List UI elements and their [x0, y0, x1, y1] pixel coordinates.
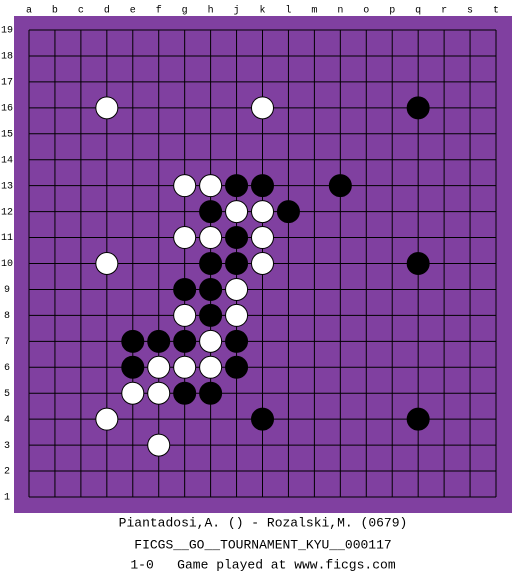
- stone: [173, 277, 197, 301]
- column-label: q: [415, 6, 421, 17]
- column-label: e: [130, 6, 136, 17]
- stone: [406, 96, 430, 120]
- stone: [251, 96, 274, 120]
- stone: [251, 200, 274, 224]
- column-label: f: [156, 5, 162, 17]
- row-label: 10: [1, 259, 13, 270]
- row-label: 14: [1, 155, 13, 166]
- column-label: j: [234, 5, 240, 17]
- stone: [95, 96, 119, 120]
- column-label: l: [285, 5, 291, 17]
- column-label: b: [52, 5, 58, 17]
- row-label: 12: [1, 207, 13, 218]
- row-label: 7: [4, 337, 10, 348]
- row-label: 4: [4, 415, 10, 426]
- stones: [95, 96, 430, 457]
- stone: [225, 277, 249, 301]
- caption-line: 1-0 Game played at www.ficgs.com: [130, 557, 395, 572]
- column-label: n: [337, 6, 343, 17]
- stone: [276, 200, 300, 224]
- stone: [406, 407, 430, 431]
- stone: [199, 277, 223, 301]
- column-label: c: [78, 6, 84, 17]
- stone: [199, 381, 223, 405]
- row-label: 13: [1, 181, 13, 192]
- stone: [95, 407, 119, 431]
- stone: [173, 329, 197, 353]
- row-label: 5: [4, 389, 10, 400]
- stone: [173, 303, 197, 327]
- row-label: 8: [4, 311, 10, 322]
- column-label: r: [441, 6, 447, 17]
- labels: a b c d e f g h j k l m n o p q r s t191817161514131211109…: [1, 5, 499, 573]
- stone: [251, 226, 274, 250]
- column-label: d: [104, 5, 110, 17]
- stone: [199, 226, 223, 250]
- column-label: p: [389, 6, 395, 17]
- stone: [173, 355, 197, 379]
- stone: [147, 355, 171, 379]
- stone: [199, 329, 223, 353]
- stone: [225, 252, 249, 275]
- row-label: 11: [1, 233, 13, 244]
- column-label: h: [208, 5, 214, 17]
- stone: [147, 433, 171, 457]
- stone: [199, 174, 223, 198]
- row-label: 18: [1, 52, 13, 63]
- stone: [251, 252, 274, 275]
- stone: [328, 174, 352, 198]
- stone: [406, 252, 430, 275]
- row-label: 2: [4, 467, 10, 478]
- column-label: t: [493, 6, 499, 17]
- column-label: k: [259, 5, 265, 17]
- row-label: 9: [4, 285, 10, 296]
- row-label: 17: [1, 78, 13, 89]
- column-label: m: [311, 6, 317, 17]
- column-label: g: [182, 6, 188, 17]
- column-label: s: [467, 6, 473, 17]
- row-label: 6: [4, 363, 10, 374]
- stone: [251, 407, 274, 431]
- stone: [95, 252, 119, 275]
- stone: [251, 174, 274, 198]
- row-label: 16: [1, 103, 13, 114]
- stone: [121, 381, 145, 405]
- row-label: 1: [4, 493, 10, 504]
- row-label: 3: [4, 441, 10, 452]
- column-label: a: [26, 6, 32, 17]
- stone: [225, 355, 249, 379]
- caption-line: FICGS__GO__TOURNAMENT_KYU__000117: [134, 537, 391, 552]
- stone: [225, 303, 249, 327]
- stone: [199, 252, 223, 275]
- stone: [147, 329, 171, 353]
- stone: [173, 174, 197, 198]
- stone: [199, 355, 223, 379]
- stone: [173, 381, 197, 405]
- stone: [121, 329, 145, 353]
- caption-line: Piantadosi,A. () - Rozalski,M. (0679): [119, 515, 408, 530]
- stone: [147, 381, 171, 405]
- stone: [225, 329, 249, 353]
- stone: [225, 174, 249, 198]
- row-label: 19: [1, 26, 13, 37]
- stone: [199, 303, 223, 327]
- stone: [225, 200, 249, 224]
- stone: [173, 226, 197, 250]
- stone: [199, 200, 223, 224]
- column-label: o: [363, 6, 369, 17]
- row-label: 15: [1, 129, 13, 140]
- stone: [225, 226, 249, 250]
- stone: [121, 355, 145, 379]
